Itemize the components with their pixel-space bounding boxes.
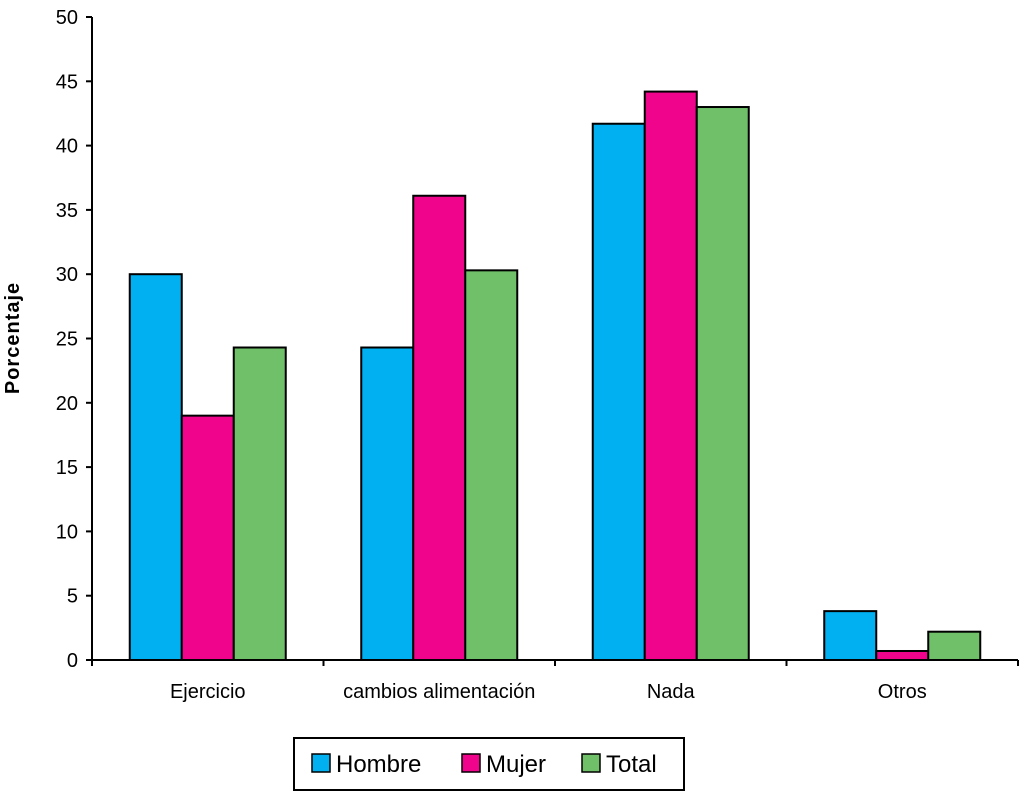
bar-hombre-0 xyxy=(128,273,183,661)
y-tick-label: 20 xyxy=(56,393,78,415)
bar-mujer-1 xyxy=(412,194,467,661)
y-tick-label: 35 xyxy=(56,200,78,222)
y-tick-label: 10 xyxy=(56,521,78,543)
y-tick-label: 45 xyxy=(56,71,78,93)
bar-mujer-2 xyxy=(643,90,698,661)
legend-swatch-hombre xyxy=(311,753,331,773)
y-tick-label: 5 xyxy=(67,586,78,608)
x-category-label: Otros xyxy=(878,681,927,703)
y-tick-label: 40 xyxy=(56,136,78,158)
legend-label-total: Total xyxy=(606,751,657,778)
bar-total-0 xyxy=(232,346,287,661)
bar-total-3 xyxy=(927,630,982,662)
y-tick-label: 25 xyxy=(56,329,78,351)
x-category-label: Ejercicio xyxy=(170,681,246,703)
legend-box xyxy=(293,737,685,791)
y-tick-label: 30 xyxy=(56,264,78,286)
bar-total-2 xyxy=(695,106,750,661)
bars-group xyxy=(128,90,982,662)
y-tick-label: 0 xyxy=(67,650,78,672)
legend: Hombre Mujer Total xyxy=(293,737,685,791)
y-axis-label: Porcentaje xyxy=(2,282,24,394)
bar-mujer-3 xyxy=(875,649,930,661)
y-tick-label: 15 xyxy=(56,457,78,479)
legend-swatch-total xyxy=(581,753,601,773)
legend-label-mujer: Mujer xyxy=(486,751,546,778)
bar-hombre-1 xyxy=(360,346,415,661)
bar-mujer-0 xyxy=(180,414,235,661)
x-ticks-group: Ejercicio cambios alimentación Nada Otros xyxy=(91,660,1019,703)
legend-label-hombre: Hombre xyxy=(336,751,421,778)
x-category-label: cambios alimentación xyxy=(343,681,535,703)
bar-total-1 xyxy=(464,269,519,661)
y-tick-label: 50 xyxy=(56,7,78,29)
bar-hombre-3 xyxy=(823,610,878,662)
x-category-label: Nada xyxy=(647,681,696,703)
y-ticks-group: 0 5 10 15 20 25 30 35 40 45 50 xyxy=(56,7,92,672)
bar-hombre-2 xyxy=(591,122,646,662)
legend-swatch-mujer xyxy=(461,753,481,773)
